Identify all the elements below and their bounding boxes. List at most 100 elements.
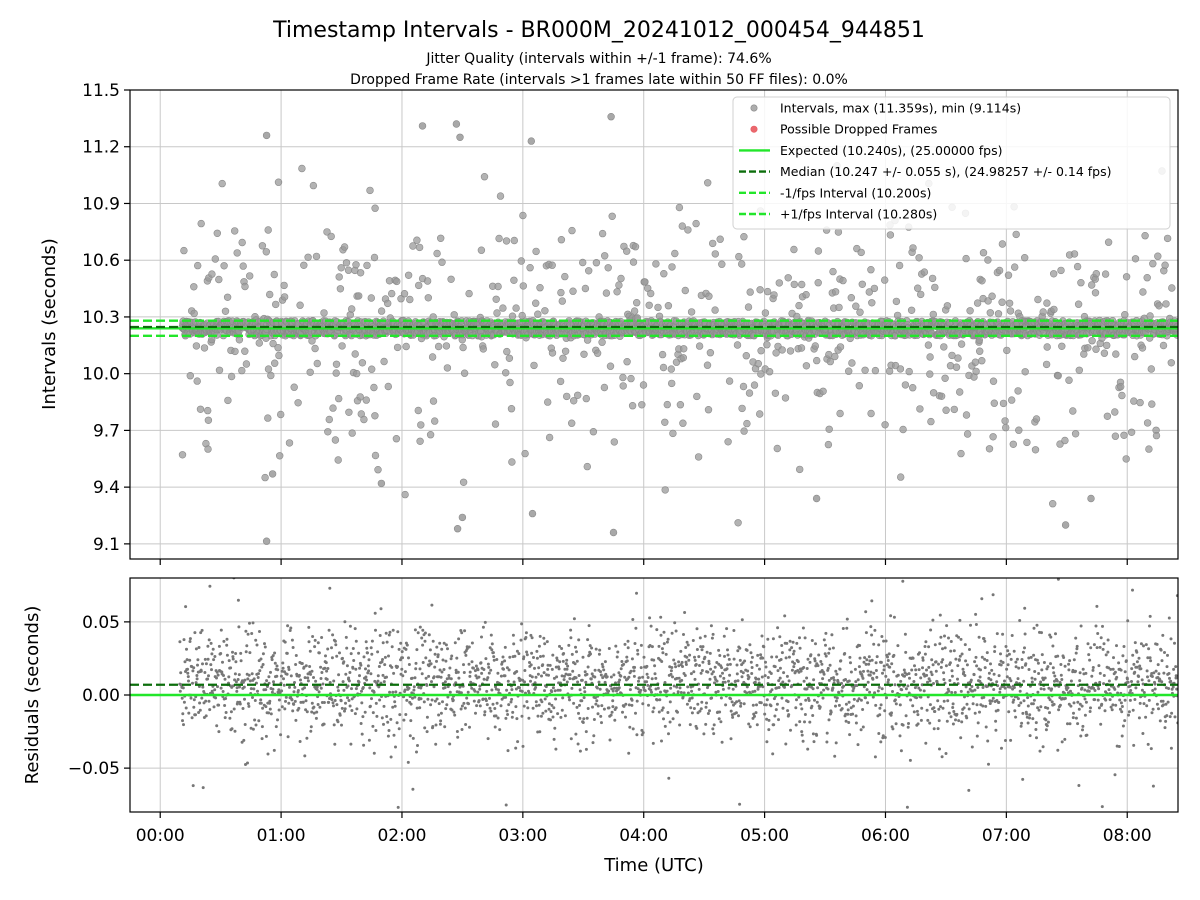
interval-point xyxy=(986,309,994,317)
residual-point xyxy=(428,648,432,652)
residual-point xyxy=(513,654,517,658)
interval-point xyxy=(242,360,251,368)
interval-point xyxy=(892,297,901,306)
residual-point xyxy=(903,674,906,678)
interval-point xyxy=(1161,261,1169,269)
interval-point xyxy=(831,288,840,296)
residual-point xyxy=(867,655,871,659)
residual-point xyxy=(590,646,594,650)
residual-point xyxy=(353,712,357,716)
residual-point xyxy=(557,667,561,671)
residual-point xyxy=(881,734,885,738)
residual-point xyxy=(650,645,654,649)
interval-point xyxy=(213,229,222,238)
interval-point xyxy=(371,412,379,420)
residual-point xyxy=(848,655,852,659)
interval-point xyxy=(1032,415,1041,423)
residual-point xyxy=(762,645,766,649)
interval-point xyxy=(215,366,224,374)
residual-point xyxy=(580,678,584,682)
residual-point xyxy=(582,717,586,721)
residual-point xyxy=(285,672,289,676)
interval-point xyxy=(1070,250,1079,258)
interval-point xyxy=(1007,396,1016,404)
residual-point xyxy=(769,672,773,675)
interval-point xyxy=(899,425,907,434)
residual-point xyxy=(452,710,456,714)
interval-point xyxy=(693,392,701,401)
residual-point xyxy=(435,697,439,701)
residual-point xyxy=(764,660,767,664)
residual-point xyxy=(615,655,619,659)
interval-point xyxy=(989,433,997,441)
interval-point xyxy=(1102,341,1111,350)
residual-point xyxy=(617,671,621,675)
residual-point xyxy=(693,655,696,659)
residual-point xyxy=(401,674,405,678)
residual-point xyxy=(331,633,335,637)
residual-point xyxy=(641,675,645,679)
residual-point xyxy=(655,628,659,632)
residual-point xyxy=(781,680,785,684)
residual-point xyxy=(348,671,352,674)
residual-point xyxy=(472,699,476,703)
interval-point xyxy=(737,260,746,268)
residual-point xyxy=(661,706,665,710)
residual-point xyxy=(512,680,516,684)
residual-point xyxy=(574,645,577,649)
residual-point xyxy=(473,689,477,693)
interval-point xyxy=(942,406,950,414)
residual-point xyxy=(642,685,646,689)
residual-point xyxy=(231,655,235,659)
residual-point xyxy=(879,660,883,664)
residual-point xyxy=(594,702,598,706)
residual-point xyxy=(504,695,508,699)
residual-point xyxy=(312,711,316,715)
interval-point xyxy=(1015,426,1023,434)
residual-point xyxy=(552,706,556,710)
residual-point xyxy=(525,700,529,704)
residual-point xyxy=(310,669,314,673)
residual-point xyxy=(460,704,464,708)
interval-point xyxy=(1149,260,1157,268)
residual-point xyxy=(711,632,715,636)
interval-point xyxy=(561,347,570,355)
residual-point xyxy=(821,696,825,700)
residual-point xyxy=(624,715,627,719)
residual-point xyxy=(771,637,775,641)
residual-point xyxy=(660,708,664,712)
interval-point xyxy=(600,252,609,260)
residual-point xyxy=(383,663,387,667)
residual-point xyxy=(196,658,200,662)
residual-point xyxy=(211,647,215,651)
residual-point xyxy=(261,706,265,710)
residual-point xyxy=(541,654,545,658)
residual-point xyxy=(404,647,408,651)
residual-point xyxy=(571,669,575,673)
interval-point xyxy=(757,370,765,378)
residual-point xyxy=(810,639,814,642)
chart-subtitle-jitter: Jitter Quality (intervals within +/-1 fr… xyxy=(425,51,771,67)
residual-point xyxy=(334,643,338,647)
interval-point xyxy=(477,246,486,254)
residual-point xyxy=(482,677,486,681)
residual-point xyxy=(503,659,507,663)
residual-point xyxy=(210,652,214,656)
residual-point xyxy=(530,651,534,655)
residual-point xyxy=(301,700,305,704)
residual-point xyxy=(628,688,632,692)
residual-point xyxy=(621,710,624,714)
residual-point xyxy=(246,632,250,636)
interval-point xyxy=(775,279,783,287)
interval-point xyxy=(338,342,346,350)
residual-point xyxy=(901,579,905,583)
interval-point xyxy=(641,278,649,286)
residual-point xyxy=(537,703,541,707)
residual-point xyxy=(515,670,519,673)
residual-point xyxy=(203,657,207,661)
interval-point xyxy=(675,203,684,212)
residual-point xyxy=(213,655,217,658)
interval-point xyxy=(1101,270,1110,278)
residual-point xyxy=(230,727,234,731)
residual-point xyxy=(855,684,859,687)
